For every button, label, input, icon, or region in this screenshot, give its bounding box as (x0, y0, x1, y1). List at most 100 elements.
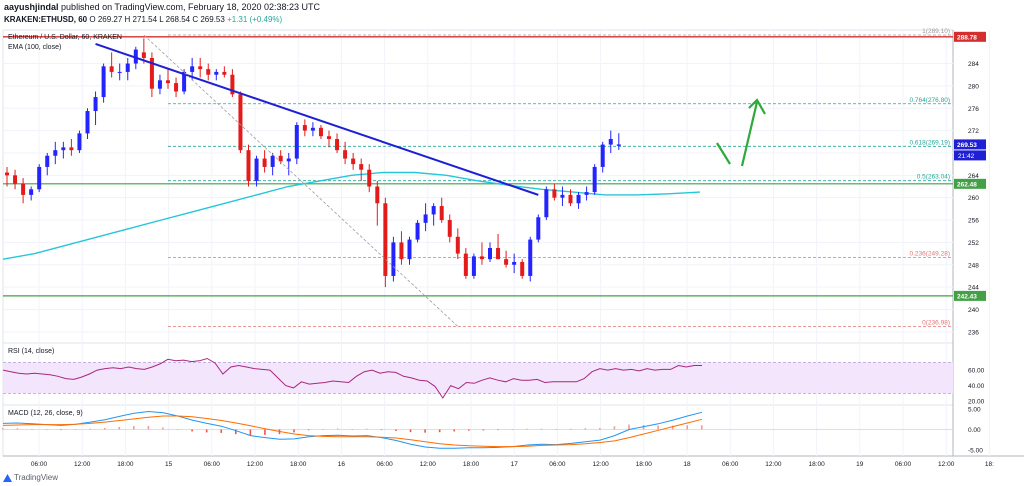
macd-histogram-bar (555, 429, 557, 430)
macd-histogram-bar (60, 429, 62, 431)
candle-body (463, 253, 468, 276)
candle-body (383, 203, 388, 276)
price-tick-label: 264 (968, 173, 979, 180)
macd-histogram-bar (307, 429, 310, 431)
macd-histogram-bar (642, 425, 645, 430)
candle-body (149, 57, 154, 89)
candle-body (592, 166, 597, 193)
macd-histogram-bar (293, 429, 295, 433)
macd-histogram-bar (613, 426, 616, 430)
price-tick-label: 252 (968, 240, 979, 247)
price-tick-label: 248 (968, 262, 979, 269)
candle-body (214, 71, 219, 75)
candle-body (512, 261, 517, 265)
candle-body (616, 144, 621, 146)
time-tick-label: 18 (683, 461, 691, 468)
candle-body (222, 71, 227, 75)
time-tick-label: 19 (856, 461, 864, 468)
candle-body (399, 242, 404, 260)
symbol-ohlc-line: KRAKEN:ETHUSD, 60 O 269.27 H 271.54 L 26… (4, 14, 282, 26)
macd-histogram-bar (497, 429, 499, 431)
candle-body (69, 147, 74, 151)
ema-legend: EMA (100, close) (8, 44, 61, 51)
candle-body (246, 150, 251, 181)
macd-histogram-bar (74, 429, 77, 431)
candle-body (447, 220, 452, 237)
macd-histogram-bar (409, 429, 412, 433)
macd-histogram-bar (264, 429, 266, 435)
macd-histogram-bar (31, 428, 33, 430)
candle-body (37, 166, 42, 190)
candle-body (190, 66, 195, 72)
price-tag (954, 290, 986, 301)
candle-body (21, 183, 26, 195)
candle-body (343, 150, 348, 159)
candle-body (375, 186, 380, 204)
candle-body (5, 172, 9, 176)
candle-body (93, 97, 98, 112)
macd-histogram-bar (336, 428, 339, 430)
candle-body (544, 189, 549, 218)
rsi-tick-label: 40.00 (968, 383, 985, 390)
time-tick-label: 12:00 (938, 461, 955, 468)
candle-body (117, 71, 122, 73)
macd-histogram-bar (628, 424, 630, 430)
chart-area[interactable]: 1(289.10) 0.764(276.80) 0.618(269.19) 0.5(2… (0, 0, 1024, 470)
macd-histogram-bar (569, 428, 572, 430)
price-tag (954, 178, 986, 189)
price-tag-label: 242.43 (957, 293, 977, 300)
candle-body (407, 239, 412, 260)
close-label: C (192, 15, 199, 24)
time-tick-label: 18:00 (636, 461, 653, 468)
price-tick-label: 260 (968, 195, 979, 202)
price-tag (954, 31, 986, 42)
candle-body (133, 49, 138, 64)
macd-histogram-bar (701, 425, 703, 430)
candle-body (471, 256, 476, 276)
fib-level-label: 1(289.10) (922, 28, 950, 35)
low-label: L (159, 15, 164, 24)
price-tick-label: 272 (968, 128, 979, 135)
fib-level-label: 0(236.98) (922, 319, 950, 326)
macd-histogram-bar (657, 425, 659, 430)
candle-body (109, 66, 114, 72)
macd-histogram-bar (45, 429, 48, 431)
brand-name[interactable]: TradingView (14, 473, 59, 482)
candle-body (504, 259, 509, 265)
fib-level-label: 0.618(269.19) (910, 139, 950, 146)
candle-body (29, 189, 34, 195)
macd-line (2, 410, 703, 449)
candle-body (45, 155, 50, 167)
price-tag-label: 288.78 (957, 34, 977, 41)
macd-tick-label: 0.00 (968, 427, 981, 434)
candle-body (520, 261, 525, 276)
change-value: +1.31 (+0.49%) (227, 15, 283, 24)
candle-body (157, 80, 162, 89)
macd-histogram-bar (671, 425, 674, 430)
price-tick-label: 280 (968, 83, 979, 90)
price-tick-label: 284 (968, 61, 979, 68)
time-tick-label: 18:00 (463, 461, 480, 468)
rsi-line (2, 357, 702, 399)
candle-body (367, 169, 372, 187)
candle-body (439, 206, 444, 221)
macd-histogram-bar (351, 428, 354, 430)
macd-histogram-bar (482, 429, 485, 431)
candle-body (479, 256, 484, 260)
macd-histogram-bar (2, 428, 4, 430)
macd-histogram-bar (322, 428, 324, 430)
macd-panel[interactable] (2, 404, 954, 457)
candle-body (206, 69, 211, 75)
time-tick-label: 06:00 (549, 461, 566, 468)
time-tick-label: 17 (511, 461, 519, 468)
macd-histogram-bar (118, 427, 121, 430)
time-tick-label: 15 (165, 461, 173, 468)
time-tick-label: 18:00 (117, 461, 134, 468)
macd-histogram-bar (133, 426, 135, 430)
macd-histogram-bar (526, 428, 528, 430)
macd-legend: MACD (12, 26, close, 9) (8, 410, 83, 417)
author-name[interactable]: aayushjindal (4, 2, 59, 12)
macd-histogram-bar (511, 429, 514, 431)
macd-histogram-bar (686, 425, 689, 430)
candle-body (13, 175, 18, 184)
